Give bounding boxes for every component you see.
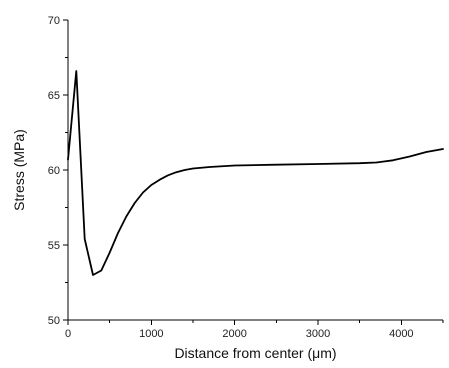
x-tick-label: 3000 bbox=[306, 328, 330, 340]
y-tick-label: 55 bbox=[48, 240, 60, 252]
x-axis-ticks: 0 1000 2000 3000 4000 bbox=[65, 320, 444, 340]
x-tick-label: 4000 bbox=[389, 328, 413, 340]
y-tick-label: 60 bbox=[48, 165, 60, 177]
y-tick-label: 70 bbox=[48, 15, 60, 27]
plot-area bbox=[67, 20, 444, 321]
y-axis-title: Stress (MPa) bbox=[11, 129, 27, 211]
y-tick-label: 50 bbox=[48, 315, 60, 327]
x-tick-label: 1000 bbox=[139, 328, 163, 340]
y-tick-label: 65 bbox=[48, 90, 60, 102]
y-axis-ticks: 50 55 60 65 70 bbox=[48, 15, 68, 327]
x-tick-label: 2000 bbox=[222, 328, 246, 340]
stress-series-line bbox=[67, 70, 444, 276]
x-axis-title: Distance from center (μm) bbox=[174, 345, 336, 361]
x-tick-label: 0 bbox=[65, 328, 71, 340]
